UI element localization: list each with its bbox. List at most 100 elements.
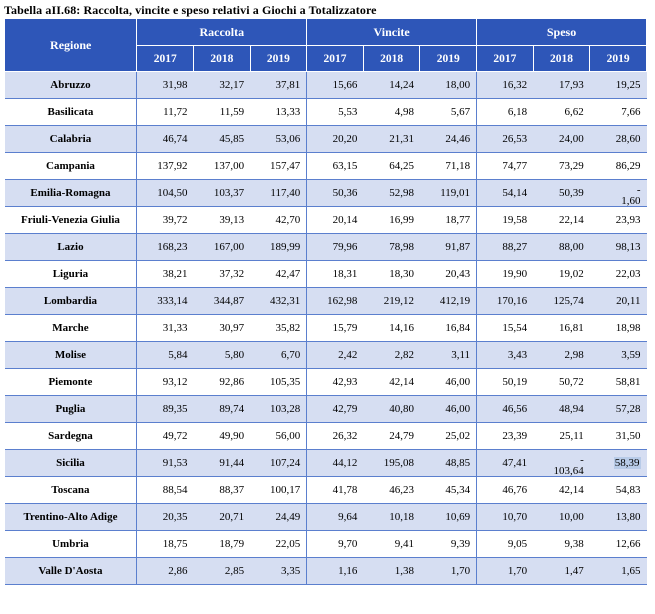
value-text: 219,12 xyxy=(383,295,414,307)
value-cell: 13,80 xyxy=(589,503,647,531)
value-text: 50,19 xyxy=(502,376,528,388)
value-cell: 1,16 xyxy=(306,557,364,585)
value-cell: 10,00 xyxy=(533,503,590,531)
value-text: 100,17 xyxy=(269,484,301,496)
value-cell: 46,00 xyxy=(419,395,477,423)
value-cell: 37,32 xyxy=(193,260,251,288)
value-cell: 5,80 xyxy=(193,341,251,369)
value-cell: 117,40 xyxy=(250,179,307,207)
table-row: Marche 31,33 30,97 35,82 15,79 14,16 16,84 15,5… xyxy=(4,314,647,342)
value-cell: 28,60 xyxy=(589,125,647,153)
value-text: 45,85 xyxy=(219,133,245,145)
value-cell: 31,33 xyxy=(136,314,194,342)
value-cell: 333,14 xyxy=(136,287,194,315)
value-cell: 40,80 xyxy=(363,395,420,423)
value-cell: 19,02 xyxy=(533,260,590,288)
value-cell: 79,96 xyxy=(306,233,364,261)
value-text: 38,21 xyxy=(162,268,188,280)
value-text: 31,33 xyxy=(162,322,188,334)
value-cell: 11,72 xyxy=(136,98,194,126)
value-text: 54,14 xyxy=(502,187,528,199)
value-cell: 39,72 xyxy=(136,206,194,234)
region-cell: Piemonte xyxy=(4,368,137,396)
value-cell: 15,79 xyxy=(306,314,364,342)
value-cell: 195,08 xyxy=(363,449,420,477)
value-cell: 20,20 xyxy=(306,125,364,153)
table-caption: Tabella aII.68: Raccolta, vincite e spes… xyxy=(4,3,377,17)
value-cell: 30,97 xyxy=(193,314,251,342)
value-cell: 89,74 xyxy=(193,395,251,423)
value-cell: 86,29 xyxy=(589,152,647,180)
value-cell: 2,85 xyxy=(193,557,251,585)
value-text: 9,05 xyxy=(507,538,528,550)
value-text: 19,25 xyxy=(615,79,641,91)
value-text: 4,98 xyxy=(394,106,414,118)
value-cell: 46,74 xyxy=(136,125,194,153)
value-text: 57,28 xyxy=(615,403,641,415)
value-text: 30,97 xyxy=(219,322,245,334)
value-text: 195,08 xyxy=(383,457,414,469)
value-cell: 1,70 xyxy=(476,557,534,585)
value-text: 41,78 xyxy=(332,484,358,496)
value-cell: 18,30 xyxy=(363,260,420,288)
value-cell: 24,46 xyxy=(419,125,477,153)
year-header: 2018 xyxy=(362,45,421,72)
value-cell: 344,87 xyxy=(193,287,251,315)
table-row: Sardegna 49,72 49,90 56,00 26,32 24,79 25,02 23… xyxy=(4,422,647,450)
group-header-speso: Speso xyxy=(476,18,647,46)
value-text: 19,58 xyxy=(502,214,528,226)
value-cell: 23,93 xyxy=(589,206,647,234)
value-text: 25,02 xyxy=(445,430,471,442)
value-cell: 64,25 xyxy=(363,152,420,180)
table-row: Campania 137,92 137,00 157,47 63,15 64,25 71,1… xyxy=(4,152,647,180)
value-text: 11,59 xyxy=(219,106,245,118)
value-text: 105,35 xyxy=(269,376,301,388)
value-cell: 31,50 xyxy=(589,422,647,450)
value-text: 9,41 xyxy=(394,538,414,550)
value-text: 167,00 xyxy=(213,241,245,253)
value-text: 3,35 xyxy=(280,565,301,577)
table-row: Toscana 88,54 88,37 100,17 41,78 46,23 45,34 46… xyxy=(4,476,647,504)
value-text: 46,74 xyxy=(162,133,188,145)
value-cell: 18,31 xyxy=(306,260,364,288)
value-cell: 26,32 xyxy=(306,422,364,450)
year-header: 2017 xyxy=(306,45,364,72)
value-text: 9,64 xyxy=(338,511,358,523)
region-cell: Emilia-Romagna xyxy=(4,179,137,207)
value-cell: 16,81 xyxy=(533,314,590,342)
value-text: 20,43 xyxy=(445,268,471,280)
region-cell: Lombardia xyxy=(4,287,137,315)
value-text: 14,24 xyxy=(389,79,414,91)
value-cell: 10,70 xyxy=(476,503,534,531)
value-text: 119,01 xyxy=(440,187,471,199)
value-cell: 49,90 xyxy=(193,422,251,450)
value-cell: 2,82 xyxy=(363,341,420,369)
value-cell: 20,71 xyxy=(193,503,251,531)
value-cell: 42,14 xyxy=(363,368,420,396)
value-text: 16,32 xyxy=(502,79,528,91)
value-text: 42,70 xyxy=(275,214,301,226)
value-text: 16,81 xyxy=(559,322,584,334)
value-text: 22,05 xyxy=(275,538,301,550)
year-header: 2017 xyxy=(136,45,195,72)
value-cell: 18,98 xyxy=(589,314,647,342)
value-text: 10,00 xyxy=(559,511,584,523)
value-cell: 23,39 xyxy=(476,422,534,450)
value-text: 88,00 xyxy=(559,241,584,253)
value-text: 2,82 xyxy=(394,349,414,361)
table-row: Puglia 89,35 89,74 103,28 42,79 40,80 46,00 46,… xyxy=(4,395,647,423)
value-cell: 73,29 xyxy=(533,152,590,180)
table-row: Umbria 18,75 18,79 22,05 9,70 9,41 9,39 9,05 9,3… xyxy=(4,530,647,558)
value-cell: 119,01 xyxy=(419,179,477,207)
value-text: 344,87 xyxy=(213,295,245,307)
value-text: 26,53 xyxy=(502,133,528,145)
value-text: 49,90 xyxy=(219,430,245,442)
value-cell: 6,18 xyxy=(476,98,534,126)
region-cell: Toscana xyxy=(4,476,137,504)
value-cell: 58,81 xyxy=(589,368,647,396)
value-text: 21,31 xyxy=(389,133,414,145)
value-text: 1,38 xyxy=(394,565,414,577)
value-cell: 50,19 xyxy=(476,368,534,396)
region-cell: Liguria xyxy=(4,260,137,288)
region-cell: Friuli-Venezia Giulia xyxy=(4,206,137,234)
